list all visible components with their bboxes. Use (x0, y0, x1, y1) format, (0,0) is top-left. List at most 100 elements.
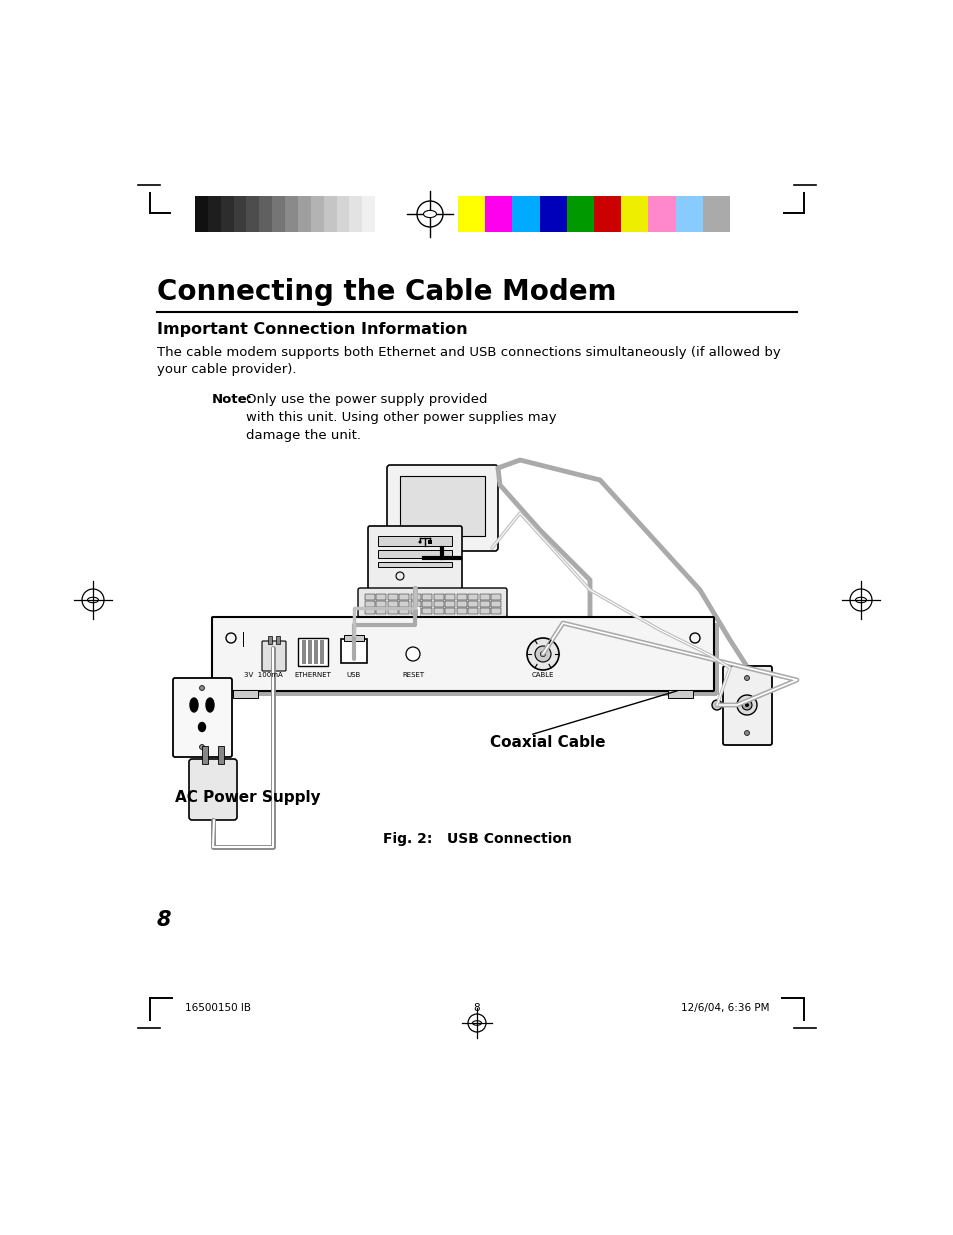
Bar (323, 196, 336, 232)
Bar (308, 640, 312, 664)
Bar (468, 601, 478, 606)
Bar (246, 196, 259, 232)
Bar (539, 196, 566, 232)
Bar (233, 196, 247, 232)
Bar (314, 640, 317, 664)
Bar (491, 594, 501, 599)
FancyBboxPatch shape (262, 641, 286, 671)
Text: ETHERNET: ETHERNET (294, 672, 331, 678)
Bar (319, 640, 324, 664)
Text: Note:: Note: (212, 393, 253, 406)
Circle shape (526, 638, 558, 671)
Bar (457, 196, 485, 232)
Circle shape (743, 676, 749, 680)
Bar (456, 601, 467, 606)
Text: Coaxial Cable: Coaxial Cable (490, 735, 605, 750)
Text: 12/6/04, 6:36 PM: 12/6/04, 6:36 PM (680, 1003, 769, 1013)
Circle shape (199, 745, 204, 750)
Text: 16500150 IB: 16500150 IB (185, 1003, 251, 1013)
Bar (218, 746, 224, 764)
Bar (268, 636, 272, 643)
Bar (399, 608, 409, 614)
FancyBboxPatch shape (387, 466, 497, 551)
Text: 8: 8 (157, 910, 172, 930)
Circle shape (741, 700, 751, 710)
Bar (233, 690, 257, 698)
Bar (376, 594, 386, 599)
Bar (428, 540, 432, 543)
Bar (388, 594, 397, 599)
Ellipse shape (423, 210, 436, 217)
Bar (336, 196, 350, 232)
Bar (377, 536, 452, 546)
Bar (302, 640, 306, 664)
Bar (377, 550, 452, 558)
Ellipse shape (206, 698, 213, 713)
Bar (344, 635, 364, 641)
Bar (297, 638, 328, 666)
Bar (194, 196, 208, 232)
Bar (216, 690, 717, 697)
Bar (491, 601, 501, 606)
Text: 8: 8 (474, 1003, 479, 1013)
Bar (648, 196, 675, 232)
Bar (702, 196, 730, 232)
Ellipse shape (190, 698, 198, 713)
Text: AC Power Supply: AC Power Supply (174, 790, 320, 805)
FancyBboxPatch shape (172, 678, 232, 757)
Bar (445, 594, 455, 599)
Bar (285, 196, 298, 232)
Bar (311, 196, 324, 232)
Circle shape (535, 646, 551, 662)
Bar (388, 608, 397, 614)
Ellipse shape (198, 722, 205, 731)
Bar (349, 196, 362, 232)
Text: 3V  100mA: 3V 100mA (243, 672, 282, 678)
Text: RESET: RESET (401, 672, 424, 678)
FancyBboxPatch shape (357, 588, 506, 618)
Bar (512, 196, 539, 232)
Circle shape (539, 651, 545, 657)
Bar (456, 594, 467, 599)
Bar (375, 196, 388, 232)
Text: USB: USB (347, 672, 361, 678)
Bar (376, 608, 386, 614)
Bar (411, 608, 420, 614)
FancyBboxPatch shape (368, 526, 461, 590)
Bar (297, 196, 311, 232)
Bar (422, 608, 432, 614)
Bar (434, 601, 443, 606)
Bar (667, 690, 692, 698)
FancyBboxPatch shape (722, 666, 771, 745)
Bar (208, 196, 221, 232)
Bar (566, 196, 594, 232)
Bar (479, 601, 490, 606)
Bar (491, 608, 501, 614)
Ellipse shape (472, 1021, 481, 1025)
Bar (399, 594, 409, 599)
Circle shape (737, 695, 757, 715)
Bar (434, 608, 443, 614)
Bar (434, 594, 443, 599)
FancyBboxPatch shape (212, 618, 713, 692)
Circle shape (743, 730, 749, 736)
Bar (675, 196, 702, 232)
Bar (456, 608, 467, 614)
Bar (388, 601, 397, 606)
Text: CABLE: CABLE (531, 672, 554, 678)
Bar (362, 196, 375, 232)
Bar (422, 594, 432, 599)
Bar (259, 196, 273, 232)
Bar (202, 746, 208, 764)
Bar (594, 196, 620, 232)
Bar (479, 594, 490, 599)
Bar (275, 636, 280, 643)
FancyBboxPatch shape (340, 638, 367, 663)
Text: Fig. 2:   USB Connection: Fig. 2: USB Connection (382, 832, 571, 846)
Circle shape (406, 647, 419, 661)
Text: The cable modem supports both Ethernet and USB connections simultaneously (if al: The cable modem supports both Ethernet a… (157, 346, 780, 375)
Ellipse shape (855, 598, 865, 603)
Bar (422, 601, 432, 606)
Circle shape (199, 685, 204, 690)
Circle shape (418, 541, 421, 543)
